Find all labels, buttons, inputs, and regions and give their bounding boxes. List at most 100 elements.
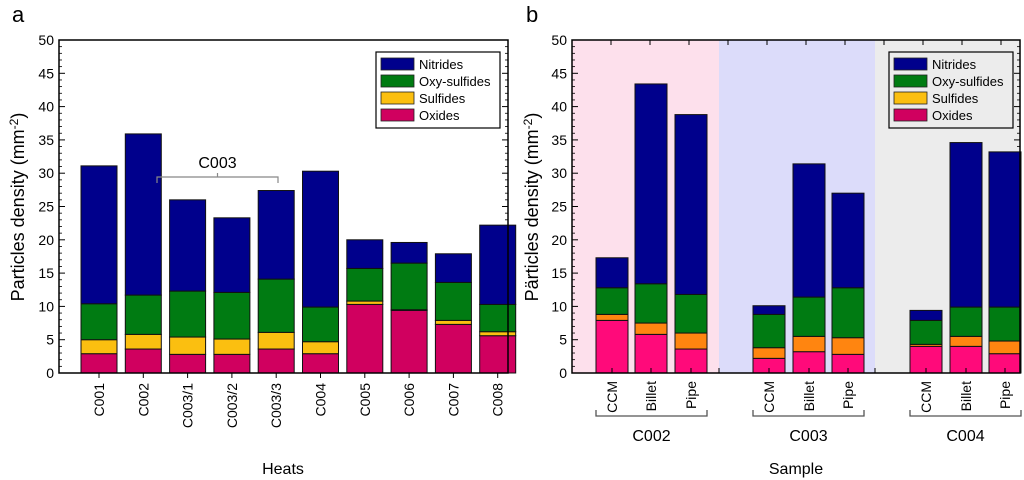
x-tick-label: CCM (918, 381, 934, 413)
x-tick-label: Billet (801, 381, 817, 411)
plot-frame-a (58, 39, 509, 374)
bar-sulfides (792, 335, 826, 353)
legend-swatch (380, 108, 415, 122)
y-axis-title-b: Pärticles density (mm-2) (521, 113, 542, 302)
legend-a: Nitrides Oxy-sulfides Sulfides Oxides (375, 51, 501, 129)
bar-sulfides (434, 319, 472, 325)
bar-oxy-sulfides (390, 262, 428, 311)
bar-oxides (169, 353, 207, 374)
bar-oxy-sulfides (949, 306, 983, 337)
bar-sulfides (124, 333, 162, 350)
bar-oxy-sulfides (169, 290, 207, 338)
bar-nitrides (831, 192, 865, 289)
group-label: C003 (789, 428, 827, 445)
panel-label-a: a (12, 2, 25, 27)
y-tick-label: 50 (38, 32, 54, 48)
bars-a (80, 133, 517, 374)
legend-swatch (380, 74, 415, 88)
group-bracket (595, 410, 708, 417)
bar-nitrides (634, 83, 668, 285)
legend-label: Sulfides (419, 91, 466, 106)
bar-nitrides (302, 170, 339, 308)
bar-nitrides (674, 114, 708, 295)
legend-b: Nitrides Oxy-sulfides Sulfides Oxides (888, 51, 1014, 129)
x-tick-label: C007 (445, 383, 461, 417)
bar-oxides (257, 348, 295, 374)
bar-sulfides (949, 335, 983, 347)
bar-oxy-sulfides (257, 278, 295, 333)
y-tick-label: 30 (551, 165, 567, 181)
group-label: C004 (946, 428, 984, 445)
legend-label: Nitrides (932, 57, 977, 72)
bar-oxy-sulfides (792, 296, 826, 337)
group-labels-b: C002 C003 C004 (595, 410, 1022, 445)
bar-oxy-sulfides (346, 267, 384, 302)
bar-nitrides (213, 217, 251, 293)
bar-oxy-sulfides (831, 287, 865, 339)
y-tick-label: 10 (551, 298, 567, 314)
plot-frame-b (571, 39, 1021, 374)
bar-oxy-sulfides (988, 306, 1022, 342)
x-tick-label: C003/3 (268, 383, 284, 428)
bar-nitrides (80, 165, 118, 305)
bar-nitrides (792, 163, 826, 298)
legend-label: Nitrides (419, 57, 464, 72)
bar-nitrides (595, 257, 629, 289)
bar-oxides (595, 319, 629, 374)
bar-sulfides (831, 337, 865, 355)
bar-sulfides (80, 339, 118, 355)
legend-label: Oxides (419, 108, 460, 123)
x-tick-label: Billet (643, 381, 659, 411)
bar-oxy-sulfides (213, 291, 251, 340)
legend-label: Sulfides (932, 91, 979, 106)
bar-oxides (479, 335, 517, 374)
bar-oxides (434, 323, 472, 374)
legend-label: Oxides (932, 108, 973, 123)
bar-sulfides (752, 347, 786, 359)
y-tick-label: 15 (38, 265, 54, 281)
legend-swatch (893, 108, 928, 122)
bar-oxy-sulfides (302, 306, 339, 343)
bar-sulfides (302, 341, 339, 355)
x-tick-label: C002 (135, 383, 151, 417)
bar-oxy-sulfides (124, 294, 162, 335)
y-tick-label: 5 (46, 332, 54, 348)
x-axis-a: C001 C002 C003/1 C003/2 C003/3 C004 C005 C006 C0… (91, 373, 506, 428)
y-tick-label: 35 (38, 132, 54, 148)
bar-oxy-sulfides (634, 283, 668, 324)
x-axis-title-a: Heats (262, 461, 304, 478)
y-tick-label: 30 (38, 165, 54, 181)
y-axis-title-a: Particles density (mm-2) (7, 113, 28, 302)
x-tick-label: Pipe (683, 381, 699, 409)
y-tick-label: 20 (38, 232, 54, 248)
x-tick-label: Billet (958, 381, 974, 411)
bar-oxy-sulfides (595, 287, 629, 315)
group-bracket (752, 410, 865, 417)
x-tick-label: C008 (490, 383, 506, 417)
y-tick-label: 35 (551, 132, 567, 148)
bar-oxides (124, 348, 162, 374)
y-tick-label: 10 (38, 298, 54, 314)
y-tick-label: 20 (551, 232, 567, 248)
y-tick-label: 50 (551, 32, 567, 48)
x-tick-label: C003/2 (224, 383, 240, 428)
bar-nitrides (390, 241, 428, 264)
y-tick-label: 0 (559, 365, 567, 381)
x-tick-label: C003/1 (180, 383, 196, 428)
legend-label: Oxy-sulfides (932, 74, 1004, 89)
bar-sulfides (634, 322, 668, 335)
bar-nitrides (346, 239, 384, 269)
x-tick-label: CCM (604, 381, 620, 413)
bar-nitrides (124, 133, 162, 296)
bar-nitrides (479, 224, 517, 305)
y-tick-label: 25 (551, 199, 567, 215)
x-tick-label: C001 (91, 383, 107, 417)
annotation-c003: C003 (156, 155, 279, 183)
annotation-bracket (156, 173, 279, 183)
bar-sulfides (674, 332, 708, 350)
annotation-label: C003 (198, 155, 236, 172)
bar-nitrides (949, 142, 983, 308)
bar-oxides (346, 303, 384, 374)
y-axis-b: 0 5 10 15 20 25 30 35 40 45 50 (551, 32, 1020, 381)
